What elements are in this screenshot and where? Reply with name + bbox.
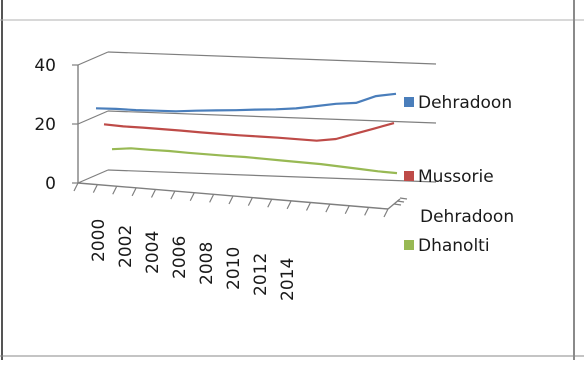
x-tick: [364, 207, 370, 216]
x-tick: [228, 195, 234, 205]
x-tick-label: 2010: [224, 247, 244, 290]
x-tick: [267, 198, 273, 208]
depth-tick: [393, 203, 402, 206]
x-tick: [344, 205, 350, 215]
series-line-dehradoon: [95, 92, 397, 113]
axes: [72, 64, 408, 218]
gridline-side: [77, 110, 109, 125]
depth-tick: [399, 197, 408, 200]
depth-tick: [396, 200, 405, 203]
x-tick: [189, 192, 195, 202]
depth-axis-label: Dehradoon: [420, 207, 514, 227]
gridlines: [77, 51, 437, 184]
x-tick: [73, 182, 79, 192]
x-tick: [247, 197, 253, 206]
legend-label-mussorie: Mussorie: [418, 167, 494, 187]
series-line-dhanolti: [111, 147, 398, 175]
gridline-side: [77, 51, 109, 66]
x-tick: [383, 208, 389, 218]
x-tick-label: 2014: [278, 258, 298, 301]
x-tick: [305, 202, 312, 211]
y-tick-labels: 40 20 0: [34, 56, 56, 194]
legend-label-dehradoon: Dehradoon: [418, 93, 512, 113]
x-tick: [150, 189, 157, 198]
y-tick-label: 40: [34, 56, 56, 76]
x-tick: [170, 190, 176, 200]
y-tick-label: 0: [45, 174, 56, 194]
legend-swatch-dhanolti: [404, 240, 414, 250]
legend: Dehradoon Mussorie Dehradoon Dhanolti: [404, 93, 514, 256]
x-tick-label: 2008: [197, 242, 217, 285]
gridline: [107, 51, 437, 65]
x-tick-label: 2004: [143, 231, 163, 274]
series-lines: [95, 92, 398, 175]
x-tick-label: 2006: [170, 236, 190, 279]
x-tick-label: 2000: [89, 219, 109, 262]
x-tick: [131, 187, 137, 197]
gridline: [107, 110, 437, 124]
x-tick: [286, 200, 292, 210]
gridline-side: [77, 169, 109, 184]
x-tick: [92, 184, 98, 193]
x-tick: [209, 194, 215, 203]
x-tick-labels: 2000 2002 2004 2006 2008 2010 2012 2014: [89, 219, 298, 301]
x-tick-label: 2012: [251, 253, 271, 296]
x-tick: [325, 203, 331, 213]
gridline: [107, 169, 437, 183]
x-tick-label: 2002: [116, 225, 136, 268]
legend-label-dhanolti: Dhanolti: [418, 236, 490, 256]
y-tick-label: 20: [34, 115, 56, 135]
legend-swatch-dehradoon: [404, 97, 414, 107]
x-tick: [112, 185, 118, 195]
legend-swatch-mussorie: [404, 171, 414, 181]
series-line-mussorie: [103, 122, 395, 142]
